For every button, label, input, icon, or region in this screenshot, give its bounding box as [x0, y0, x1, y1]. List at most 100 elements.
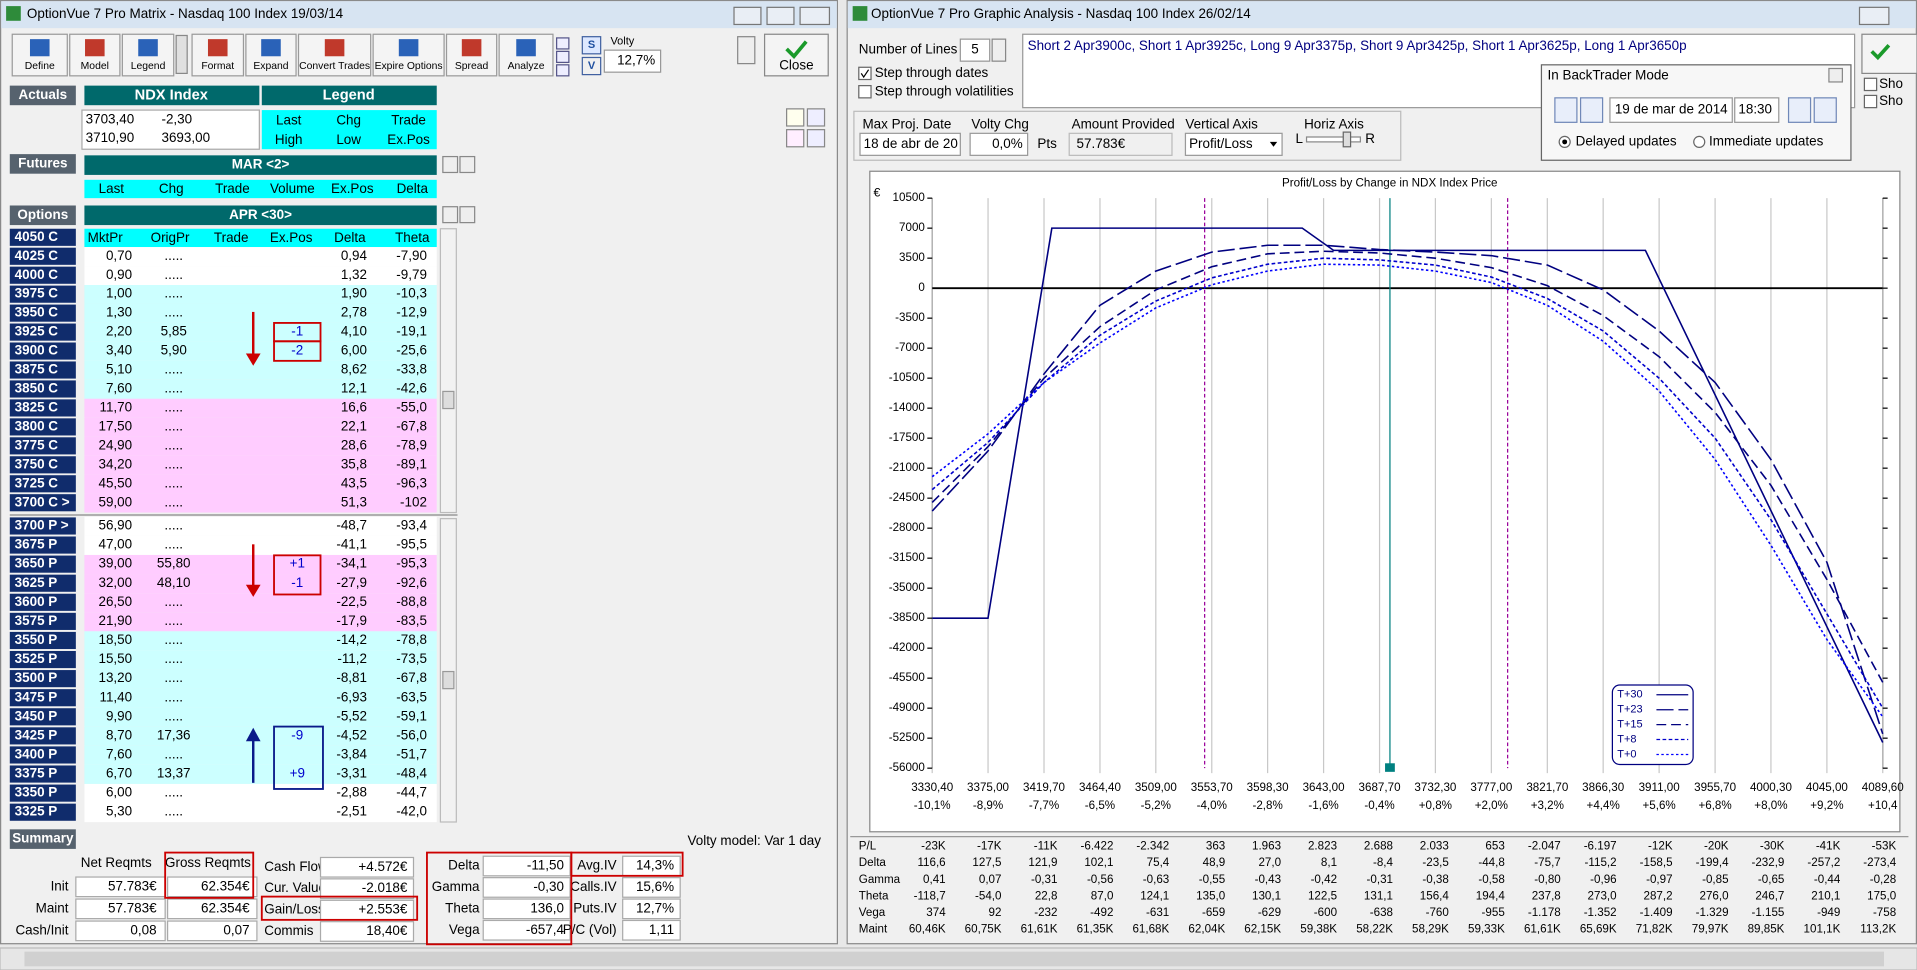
- popup-close[interactable]: [1828, 67, 1843, 83]
- button-label[interactable]: Model: [81, 61, 109, 72]
- scroll-thumb[interactable]: [442, 670, 455, 690]
- table-value: 61,61K: [1524, 923, 1561, 936]
- scroll-thumb[interactable]: [24, 951, 1884, 967]
- table-value: 122,5: [1308, 889, 1337, 902]
- button-label[interactable]: Expand: [253, 61, 288, 72]
- table-value: -44,8: [1478, 856, 1504, 869]
- tool-icon[interactable]: [786, 129, 805, 148]
- checkbox[interactable]: [858, 66, 872, 81]
- table-value: 87,0: [1091, 889, 1114, 902]
- delta: -14,2: [336, 632, 367, 647]
- step-button[interactable]: [1787, 97, 1812, 123]
- spin-button[interactable]: [991, 38, 1007, 62]
- scrollbar[interactable]: [439, 518, 457, 823]
- close-window-button[interactable]: [799, 6, 831, 26]
- value-box: [166, 920, 258, 942]
- minimize-button[interactable]: [733, 6, 762, 26]
- mktpr: 7,60: [106, 747, 132, 762]
- table-value: 61,68K: [1132, 923, 1169, 936]
- strike-bg: [9, 555, 76, 573]
- dropdown[interactable]: [1184, 132, 1283, 156]
- checkbox-label[interactable]: Step through dates: [875, 65, 989, 80]
- scrollbar[interactable]: [439, 228, 457, 514]
- strike: 4000 C: [15, 267, 59, 282]
- chart-title: Profit/Loss by Change in NDX Index Price: [1282, 177, 1498, 190]
- maximize-button[interactable]: [766, 6, 795, 26]
- x-tick-label: 4000,30: [1750, 781, 1792, 794]
- close-button[interactable]: [1861, 33, 1917, 75]
- nav-button[interactable]: [459, 155, 476, 174]
- input-box[interactable]: [603, 49, 662, 73]
- small-button[interactable]: [556, 50, 570, 63]
- checkbox[interactable]: [858, 85, 872, 99]
- input-box[interactable]: [859, 132, 961, 156]
- table-value: 276,0: [1699, 889, 1728, 902]
- strike: 3525 P: [15, 651, 58, 666]
- x-pct-label: -1,6%: [1308, 799, 1338, 812]
- toggle-label[interactable]: V: [588, 60, 596, 72]
- slider-track[interactable]: [1305, 136, 1361, 143]
- table-value: -54,0: [975, 889, 1001, 902]
- button-label[interactable]: Format: [201, 61, 234, 72]
- checkbox[interactable]: [1863, 77, 1878, 92]
- highlight-box: [273, 554, 322, 596]
- button-label[interactable]: Convert Trades: [299, 61, 370, 72]
- radio-label[interactable]: Immediate updates: [1709, 133, 1824, 148]
- checkbox[interactable]: [1863, 94, 1878, 109]
- small-button[interactable]: [556, 37, 570, 50]
- scroll-thumb[interactable]: [442, 390, 455, 410]
- minimize-button[interactable]: [1858, 6, 1890, 26]
- x-pct-label: -8,9%: [973, 799, 1003, 812]
- table-value: 121,9: [1028, 856, 1057, 869]
- button-label[interactable]: Close: [779, 58, 813, 73]
- strike-bg: [9, 323, 76, 341]
- tool-icon[interactable]: [786, 108, 805, 127]
- tool-icon[interactable]: [806, 129, 826, 148]
- checkbox-label[interactable]: Sho: [1879, 93, 1903, 108]
- step-button[interactable]: [1813, 97, 1837, 123]
- toggle-button[interactable]: [581, 36, 602, 55]
- input-box[interactable]: [1734, 97, 1780, 123]
- table-value: 124,1: [1140, 889, 1169, 902]
- table-value: 22,8: [1035, 889, 1058, 902]
- field-value: 18:30: [1738, 102, 1772, 117]
- checkbox-label[interactable]: Step through volatilities: [875, 83, 1014, 98]
- input-box[interactable]: [1609, 97, 1733, 123]
- step-button[interactable]: [1579, 97, 1604, 123]
- button-label[interactable]: Spread: [455, 61, 489, 72]
- strike: 3750 C: [15, 456, 59, 471]
- x-pct-label: +9,2%: [1810, 799, 1843, 812]
- nav-button[interactable]: [459, 206, 476, 224]
- input-box[interactable]: [959, 38, 991, 62]
- nav-button[interactable]: [442, 155, 459, 174]
- spin-button[interactable]: [737, 36, 756, 65]
- nav-button[interactable]: [442, 206, 459, 224]
- y-unit: €: [873, 186, 880, 200]
- radio-label[interactable]: Delayed updates: [1576, 133, 1677, 148]
- table-value: -273,4: [1863, 856, 1896, 869]
- window-title: OptionVue 7 Pro Matrix - Nasdaq 100 Inde…: [27, 6, 344, 21]
- checkbox-label[interactable]: Sho: [1879, 76, 1903, 91]
- legend-bg: [261, 110, 437, 150]
- slider-thumb[interactable]: [1342, 131, 1352, 148]
- y-tick-label: -52500: [889, 731, 925, 744]
- radio[interactable]: [1693, 135, 1706, 149]
- table-value: -629: [1258, 906, 1281, 919]
- button-label[interactable]: Legend: [131, 61, 166, 72]
- button-label[interactable]: Analyze: [508, 61, 545, 72]
- value-box: [622, 919, 681, 941]
- theta: -42,6: [396, 381, 427, 396]
- step-button[interactable]: [1554, 97, 1578, 123]
- mode-buttons[interactable]: [175, 34, 188, 75]
- tool-icon[interactable]: [806, 108, 826, 127]
- table-value: -199,4: [1696, 856, 1729, 869]
- button-label[interactable]: Define: [25, 61, 55, 72]
- dropdown-arrow: [1269, 141, 1278, 147]
- small-button[interactable]: [556, 64, 570, 77]
- button-label[interactable]: Expire Options: [375, 61, 443, 72]
- toggle-label[interactable]: S: [588, 39, 595, 51]
- field-value[interactable]: Profit/Loss: [1189, 136, 1253, 151]
- toggle-button[interactable]: [581, 56, 602, 76]
- input-box[interactable]: [969, 132, 1029, 156]
- theta: -51,7: [396, 747, 427, 762]
